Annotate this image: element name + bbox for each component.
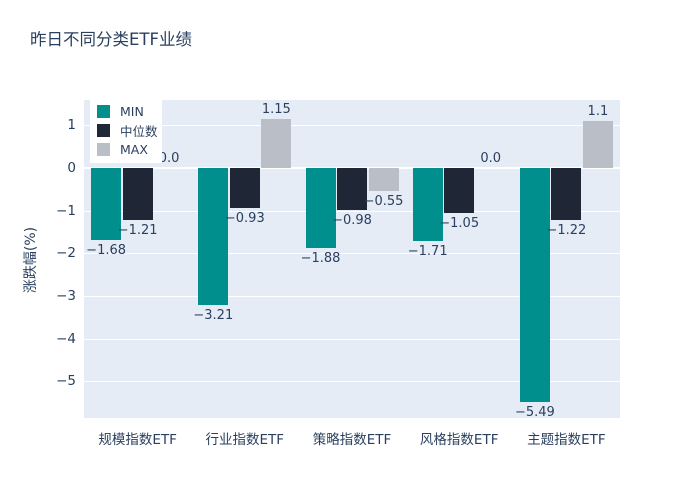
legend: MIN 中位数 MAX — [90, 98, 162, 163]
bar-MIN-策略指数ETF[interactable] — [305, 168, 336, 249]
bar-MIN-规模指数ETF[interactable] — [91, 168, 122, 240]
y-tick-label: 1 — [67, 117, 76, 134]
legend-label: 中位数 — [120, 124, 158, 139]
x-tick-label-策略指数ETF: 策略指数ETF — [312, 432, 392, 448]
bar-中位数-策略指数ETF[interactable] — [337, 168, 367, 210]
legend-swatch-icon — [97, 124, 110, 137]
x-tick-label-风格指数ETF: 风格指数ETF — [419, 432, 499, 448]
legend-label: MAX — [120, 142, 148, 157]
bar-value-label: −0.55 — [363, 194, 404, 210]
bar-MIN-行业指数ETF[interactable] — [198, 168, 229, 305]
bar-value-label: −1.21 — [117, 222, 158, 238]
chart-title: 昨日不同分类ETF业绩 — [30, 30, 192, 49]
y-tick-label: 0 — [67, 160, 76, 176]
bar-value-label: 0.0 — [480, 151, 502, 166]
bar-value-label: 0.0 — [158, 151, 180, 166]
y-tick-label: −2 — [56, 245, 76, 262]
x-tick-label-主题指数ETF: 主题指数ETF — [527, 432, 606, 448]
bar-value-label: −1.22 — [546, 223, 587, 239]
legend-swatch-icon — [97, 105, 110, 118]
gridline — [84, 381, 620, 383]
bar-MAX-主题指数ETF[interactable] — [582, 121, 613, 168]
bar-中位数-规模指数ETF[interactable] — [122, 168, 153, 220]
bar-value-label: −1.68 — [86, 242, 127, 258]
plot-area: −1.68 −1.21 0.0 −3.21 −0.93 1.15 −1.88 −0.98 −0.… — [84, 100, 620, 421]
bar-value-label: −0.98 — [332, 212, 372, 228]
bar-value-label: −3.21 — [193, 307, 234, 323]
legend-item-MIN[interactable]: MIN — [97, 102, 162, 121]
gridline — [84, 338, 620, 340]
bar-中位数-行业指数ETF[interactable] — [229, 168, 260, 208]
gridline — [84, 253, 620, 255]
x-tick-label-行业指数ETF: 行业指数ETF — [205, 432, 285, 448]
bar-中位数-风格指数ETF[interactable] — [444, 168, 475, 213]
bar-value-label: −1.71 — [407, 243, 448, 259]
legend-item-MAX[interactable]: MAX — [97, 140, 162, 159]
bar-value-label: −5.49 — [514, 405, 555, 421]
bar-中位数-主题指数ETF[interactable] — [551, 168, 582, 221]
bar-MIN-主题指数ETF[interactable] — [519, 168, 550, 403]
bar-value-label: −1.88 — [300, 251, 341, 267]
legend-item-中位数[interactable]: 中位数 — [97, 121, 162, 140]
legend-swatch-icon — [97, 143, 110, 156]
legend-label: MIN — [120, 104, 144, 119]
bar-value-label: −0.93 — [224, 210, 265, 226]
y-tick-label: −5 — [56, 373, 76, 390]
x-axis-ticks: 规模指数ETF 行业指数ETF 策略指数ETF 风格指数ETF 主题指数ETF — [84, 428, 620, 448]
bar-value-label: 1.1 — [587, 104, 609, 120]
y-tick-label: −4 — [56, 330, 76, 347]
gridline — [84, 125, 620, 127]
bar-value-label: −1.05 — [439, 215, 480, 231]
gridline — [84, 210, 620, 212]
bar-MAX-策略指数ETF[interactable] — [368, 168, 399, 192]
y-tick-label: −3 — [56, 288, 76, 304]
bar-value-label: 1.15 — [261, 101, 291, 117]
y-tick-label: −1 — [56, 202, 76, 219]
x-tick-label-规模指数ETF: 规模指数ETF — [98, 432, 177, 448]
bar-MAX-行业指数ETF[interactable] — [261, 118, 292, 168]
bar-MIN-风格指数ETF[interactable] — [412, 168, 443, 241]
y-axis-ticks: 1 0 −1 −2 −3 −4 −5 — [0, 100, 76, 418]
gridline — [84, 296, 620, 297]
